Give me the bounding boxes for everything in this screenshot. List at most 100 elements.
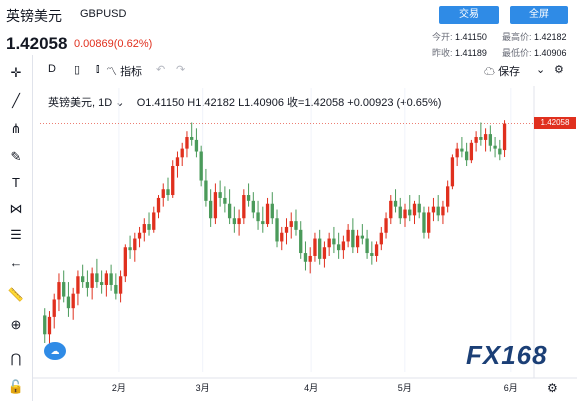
candle-body [422,212,426,233]
candle-body [308,255,312,262]
candle-body [493,145,497,149]
candle-body [208,200,213,219]
last-price-tag: 1.42058 [534,117,576,129]
candle-body [85,282,90,288]
interval-button[interactable]: D [48,63,56,75]
save-button[interactable]: ☁ 保存 [484,63,520,79]
candle-body [81,276,85,283]
candle-type-icon[interactable]: ▯ [74,64,81,76]
candle-body [71,293,75,309]
candle-body [213,192,218,219]
candle-body [313,238,317,256]
axis-settings-icon[interactable]: ⚙ [547,381,558,395]
legend-dropdown-icon[interactable]: ⌄ [115,97,125,109]
candle-body [336,244,341,251]
candle-body [242,195,246,219]
cloud-icon: ☁ [484,66,495,78]
candle-body [62,282,66,297]
settings-icon[interactable]: ⚙ [554,64,564,76]
ruler-icon[interactable]: 📏 [7,287,25,302]
candle-body [370,253,374,256]
candle-body [128,247,132,251]
candle-body [318,238,322,259]
fork-icon[interactable]: ⋔ [10,121,22,136]
candle-body [498,148,502,155]
candle-body [166,189,170,196]
legend-close: 收=1.42058 [287,97,345,109]
candle-body [204,180,208,201]
candle-body [289,221,293,227]
candle-body [474,137,478,143]
trade-button[interactable]: 交易 [439,6,499,24]
candle-body [374,244,379,256]
chevron-down-icon[interactable]: ⌄ [536,64,546,76]
candle-body [502,123,507,151]
low-value: 1.40906 [534,48,567,58]
candle-body [346,229,350,242]
legend-interval: 1D [98,97,113,109]
prev-label: 昨收: [432,48,453,58]
back-arrow-icon[interactable]: ← [9,255,23,270]
high-stat: 最高价: 1.42182 [502,30,567,43]
high-value: 1.42182 [534,32,567,42]
fx168-watermark: FX168 [466,340,548,370]
ohlc-legend: 英镑美元, 1D ⌄ O1.41150 H1.42182 L1.40906 收=… [48,97,442,109]
indicators-button[interactable]: 〽 指标 [106,63,142,79]
candle-body [142,224,146,233]
indicators-label: 指标 [120,66,143,78]
candle-body [412,203,417,216]
candle-body [299,229,303,254]
prev-value: 1.41189 [455,48,487,58]
candle-body [284,226,289,233]
candle-body [218,192,222,198]
candle-body [246,195,251,201]
redo-icon[interactable]: ↷ [176,64,186,76]
candle-body [265,203,270,225]
chart-toolbar: D ▯ ⫾ 〽 指标 ↶ ↷ ☁ 保存 ⌄ ⚙ [40,60,577,82]
candle-body [275,218,279,242]
trend-line-icon[interactable]: ╱ [12,93,20,108]
candle-body [185,137,189,149]
candle-body [161,189,165,198]
candle-body [417,203,421,213]
candle-body [431,206,436,213]
indicators-icon: 〽 [106,66,117,78]
legend-open: O1.41150 [136,97,185,109]
candle-body [479,137,483,140]
candle-body [190,137,194,140]
text-icon[interactable]: T [12,175,20,190]
candle-body [194,139,199,152]
candle-body [114,284,118,294]
chart-type-icon[interactable]: ⫾ [96,63,100,75]
fullscreen-button[interactable]: 全屏 [510,6,568,24]
brush-icon[interactable]: ✎ [10,149,22,164]
undo-icon[interactable]: ↶ [156,64,166,76]
candle-body [488,134,492,146]
candle-body [460,148,464,152]
zoom-in-icon[interactable]: ⊕ [10,317,22,332]
lock-icon[interactable]: 🔓 [7,379,25,394]
x-tick-label: 2月 [112,383,126,393]
candle-body [237,218,241,225]
crosshair-icon[interactable]: ✛ [10,65,22,80]
candle-body [427,212,431,233]
candle-body [464,151,469,161]
candle-body [180,148,184,158]
candle-body [99,282,104,285]
legend-name: 英镑美元 [48,97,92,109]
candle-body [66,296,71,309]
drawing-tools-rail: ✛ ╱ ⋔ ✎ T ⋈ ☰ ← 📏 ⊕ ⋂ 🔓 [0,55,33,401]
candle-body [118,276,123,294]
candle-body [327,238,331,248]
instrument-name: 英镑美元 [6,8,62,24]
last-price: 1.42058 [6,34,68,53]
fib-icon[interactable]: ☰ [10,227,22,242]
candle-body [171,166,175,196]
pattern-icon[interactable]: ⋈ [9,201,23,216]
candle-body [436,206,440,216]
instrument-symbol: GBPUSD [80,8,127,20]
low-label: 最低价: [502,48,532,58]
candle-body [43,315,47,335]
magnet-icon[interactable]: ⋂ [10,351,22,366]
